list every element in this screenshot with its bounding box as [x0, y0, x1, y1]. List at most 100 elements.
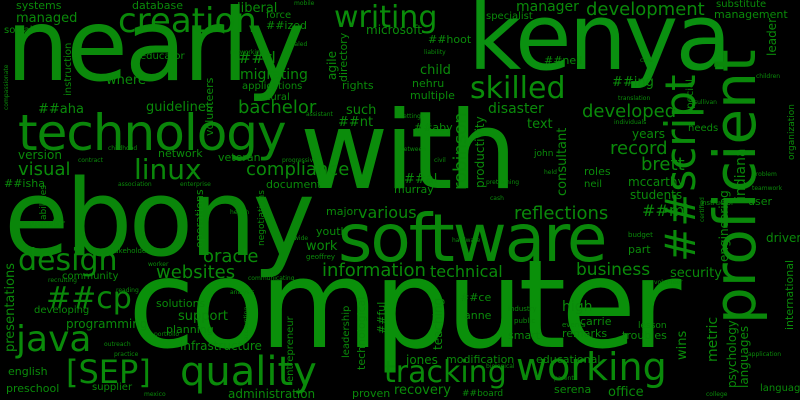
word-major: major: [326, 205, 358, 218]
word-nt: ##nt: [338, 115, 374, 130]
word-productivity: productivity: [473, 116, 487, 188]
word-support: support: [178, 309, 228, 324]
word-such: such: [346, 103, 377, 118]
word-cp: ##cp: [46, 281, 132, 316]
word-leader: leader: [765, 17, 779, 56]
word-educational: educational: [536, 353, 601, 366]
word-linux: linux: [134, 153, 202, 186]
word-disaster: disaster: [488, 101, 544, 117]
word-liberal: liberal: [237, 1, 278, 16]
word-pretraining: pretraining: [486, 179, 520, 186]
word-isha: ##isha: [4, 177, 45, 190]
word-rl: ##rl: [238, 48, 276, 67]
word-leadership: leadership: [341, 305, 352, 358]
word-vendor: vendor: [30, 219, 65, 230]
word-ing: ##ing: [612, 75, 654, 90]
word-various: various: [358, 203, 417, 222]
word-international: international: [783, 259, 796, 330]
word-held: held: [544, 169, 557, 176]
word-brett: brett: [641, 154, 685, 175]
word-design: design: [18, 243, 118, 278]
word-care: care: [640, 57, 654, 64]
word-metric: metric: [705, 316, 721, 362]
word-scaled: scaled: [288, 41, 308, 48]
word-problem: problem: [752, 171, 777, 178]
word-text: text: [527, 117, 553, 132]
word-instruction: instruction: [63, 42, 74, 96]
word-contract: contract: [78, 157, 103, 164]
word-supplier: supplier: [92, 382, 133, 393]
word-special: special: [685, 79, 696, 114]
word-anne: anne: [464, 309, 492, 322]
word-reading: reading: [116, 287, 139, 294]
word-board: ##board: [462, 389, 504, 399]
word-translation: translation: [618, 95, 651, 102]
word-health: health: [230, 209, 249, 216]
word-guidelines: guidelines: [146, 100, 213, 115]
word-analysis: analysis: [230, 289, 255, 296]
word-working: working: [516, 345, 667, 389]
word-progressive: progressive: [282, 157, 317, 164]
word-mccarthy: mccarthy: [628, 175, 685, 189]
word-enterprise: enterprise: [180, 181, 211, 188]
word-cash: cash: [490, 195, 504, 202]
word-needs: needs: [688, 123, 719, 134]
word-educator: educator: [140, 51, 185, 62]
word-software: software: [338, 200, 607, 277]
word-infrastructure: infrastructure: [180, 339, 262, 353]
word-english: english: [8, 365, 48, 378]
word-manager: manager: [516, 0, 579, 15]
word-operations: operations: [193, 189, 206, 248]
word-instructor: instructor: [700, 199, 734, 207]
word-consultant: consultant: [555, 127, 570, 196]
word-aha: ##aha: [38, 102, 84, 117]
word-developed: developed: [582, 101, 677, 122]
word-certified: certified: [699, 197, 706, 222]
word-robinson: robinson: [450, 112, 471, 190]
word-nearly: nearly: [6, 0, 305, 104]
word-practice: practice: [114, 351, 139, 358]
word-visual: visual: [18, 159, 71, 180]
word-bachelor: bachelor: [238, 97, 317, 118]
word-user: user: [748, 195, 772, 208]
word-nehru: nehru: [412, 77, 445, 90]
word-record: record: [610, 138, 668, 159]
word-liability: liability: [424, 49, 446, 56]
word-driven: driven: [766, 231, 800, 245]
word-office: office: [608, 385, 644, 400]
word-managed: managed: [16, 11, 78, 26]
word-specialist: specialist: [486, 11, 533, 22]
word-veteran: veteran: [218, 151, 261, 164]
word-network: network: [158, 147, 203, 160]
word-mobile: mobile: [294, 0, 315, 7]
word-children: children: [756, 73, 781, 80]
word-biological: biological: [486, 363, 515, 370]
word-technological: technological: [355, 296, 368, 370]
word-java: java: [16, 319, 92, 360]
word-public: public: [514, 317, 536, 325]
word-portfolio: portfolio: [154, 331, 180, 338]
word-jones: jones: [406, 353, 438, 367]
word-where: where: [106, 73, 146, 88]
word-solutions: solutions: [156, 297, 206, 310]
word-kenya: kenya: [468, 0, 732, 91]
word-technical: technical: [430, 262, 503, 281]
word-version: version: [18, 148, 62, 162]
word-recruiting: recruiting: [48, 277, 77, 284]
word-mexico: mexico: [144, 391, 166, 398]
word-indiana: indiana: [733, 148, 749, 200]
word-application: application: [748, 351, 782, 358]
word-high: high: [562, 299, 593, 315]
word-civil: civil: [434, 157, 446, 164]
word-work: work: [306, 239, 338, 254]
word-microsoft: microsoft: [366, 23, 422, 37]
word-organization: organization: [787, 104, 797, 160]
word-remarks: remarks: [562, 327, 608, 340]
word-proven: proven: [352, 387, 391, 400]
word-between: between: [400, 146, 426, 153]
word-force: force: [266, 10, 292, 21]
word-document: document: [266, 178, 322, 191]
word-computer: computer: [128, 234, 681, 376]
word-accounting: accounting: [243, 306, 250, 340]
